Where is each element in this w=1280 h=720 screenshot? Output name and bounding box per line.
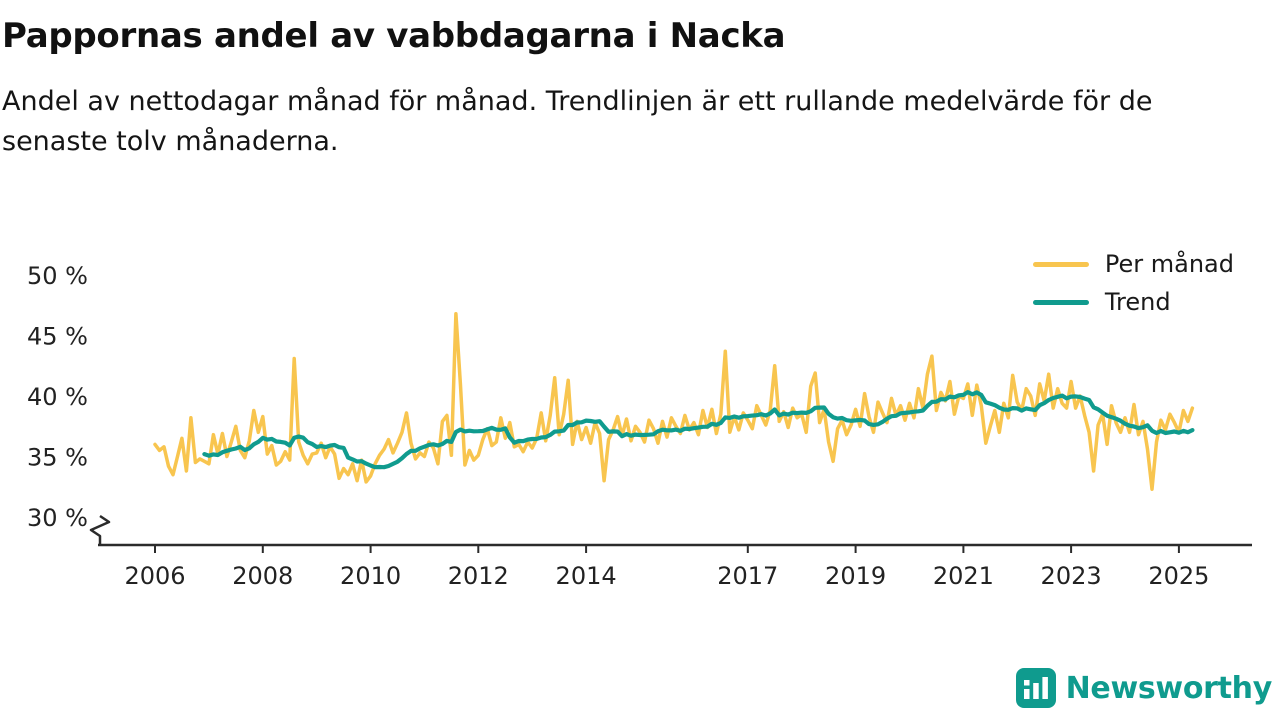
svg-text:35 %: 35 % bbox=[27, 444, 88, 472]
chart-title: Pappornas andel av vabbdagarna i Nacka bbox=[2, 16, 786, 56]
svg-text:2010: 2010 bbox=[340, 562, 401, 590]
svg-text:2019: 2019 bbox=[825, 562, 886, 590]
trend-line-swatch bbox=[1032, 299, 1089, 305]
newsworthy-wordmark: Newsworthy bbox=[1065, 670, 1273, 706]
svg-text:30 %: 30 % bbox=[27, 504, 88, 532]
per-manad-line-swatch bbox=[1032, 261, 1089, 267]
svg-text:2014: 2014 bbox=[556, 562, 617, 590]
legend-label-trend: Trend bbox=[1104, 288, 1171, 316]
svg-text:2017: 2017 bbox=[717, 562, 778, 590]
svg-text:45 %: 45 % bbox=[27, 323, 88, 351]
svg-text:2008: 2008 bbox=[232, 562, 293, 590]
svg-text:50 %: 50 % bbox=[27, 262, 88, 290]
svg-text:2023: 2023 bbox=[1041, 562, 1102, 590]
svg-text:2012: 2012 bbox=[448, 562, 509, 590]
chart-subtitle: Andel av nettodagar månad för månad. Tre… bbox=[2, 86, 1153, 157]
svg-text:40 %: 40 % bbox=[27, 383, 88, 411]
chart-canvas: 2006 2008 2010 2012 2014 2017 2019 2021 2023 2025… bbox=[27, 262, 1252, 590]
newsworthy-icon bbox=[1015, 668, 1056, 708]
newsworthy-logo: Newsworthy bbox=[1015, 668, 1273, 708]
legend-label-per-manad: Per månad bbox=[1104, 250, 1234, 278]
svg-text:2006: 2006 bbox=[124, 562, 185, 590]
legend-item-per-manad: Per månad bbox=[1032, 250, 1234, 278]
legend-item-trend: Trend bbox=[1032, 288, 1234, 316]
chart-legend: Per månad Trend bbox=[1032, 250, 1234, 316]
svg-text:2025: 2025 bbox=[1148, 562, 1209, 590]
svg-text:2021: 2021 bbox=[933, 562, 994, 590]
line-chart: 2006 2008 2010 2012 2014 2017 2019 2021 2023 2025… bbox=[0, 240, 1280, 620]
